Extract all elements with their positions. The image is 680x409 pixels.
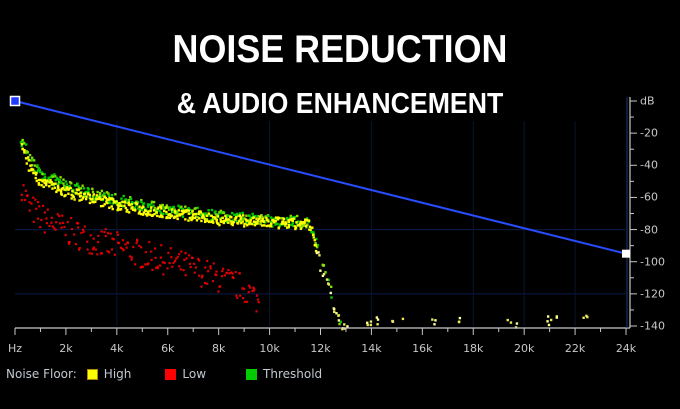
x-tick-label: 18k	[463, 342, 484, 355]
y-tick-label: -20	[640, 126, 658, 140]
x-tick-label: 14k	[361, 342, 382, 355]
y-tick-label: -100	[640, 255, 665, 269]
swatch-low	[165, 368, 177, 380]
x-tick-label: 2k	[59, 342, 73, 355]
legend-label-high: High	[103, 367, 132, 381]
legend-label-low: Low	[182, 367, 207, 381]
noise-floor-points	[19, 138, 589, 331]
grid-lines	[15, 121, 626, 326]
x-tick-label: 22k	[564, 342, 586, 355]
curve-handle-start[interactable]	[9, 95, 21, 107]
legend-label-threshold: Threshold	[263, 367, 323, 381]
page-subtitle: & AUDIO ENHANCEMENT	[176, 88, 504, 120]
y-tick-label: dB	[640, 94, 655, 108]
y-tick-label: -80	[640, 223, 658, 237]
x-tick-label: 24k	[615, 342, 637, 355]
legend-prefix: Noise Floor:	[6, 367, 77, 381]
y-tick-label: -120	[640, 287, 665, 301]
x-tick-label: 10k	[259, 342, 280, 355]
x-tick-label: 12k	[310, 342, 331, 355]
swatch-high	[86, 368, 98, 380]
x-tick-label: Hz	[7, 342, 23, 355]
curve-handle-end[interactable]	[622, 249, 630, 258]
x-tick-label: 20k	[513, 342, 535, 355]
swatch-threshold	[246, 368, 258, 380]
x-tick-label: 6k	[161, 342, 175, 355]
y-tick-label: -140	[640, 319, 665, 333]
legend-item-low: Low	[165, 367, 206, 381]
x-tick-label: 8k	[211, 342, 226, 355]
axes	[14, 97, 637, 335]
y-tick-label: -60	[640, 190, 658, 204]
legend: Noise Floor: High Low Threshold	[6, 366, 322, 382]
y-tick-label: -40	[640, 158, 658, 172]
legend-item-high: High	[86, 367, 132, 381]
x-tick-label: 16k	[412, 342, 433, 355]
reduction-curve[interactable]	[14, 100, 627, 255]
x-tick-label: 4k	[110, 342, 124, 355]
page-title: NOISE REDUCTION	[172, 28, 508, 71]
legend-item-threshold: Threshold	[246, 367, 322, 381]
